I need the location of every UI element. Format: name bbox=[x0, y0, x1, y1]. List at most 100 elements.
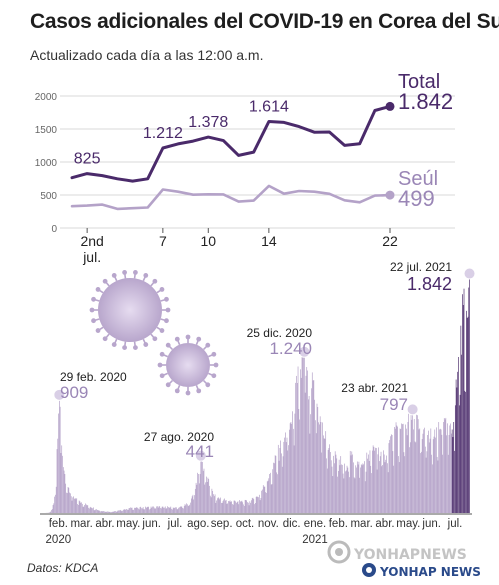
history-bar bbox=[432, 439, 434, 513]
history-bar bbox=[219, 499, 221, 513]
history-bar bbox=[114, 511, 116, 513]
history-bar bbox=[313, 380, 315, 513]
history-bar bbox=[101, 511, 103, 513]
history-bar bbox=[458, 357, 459, 513]
history-axis: feb. mar. abr. may. jun. jul. ago. sep. oct. nov.… bbox=[40, 513, 472, 546]
history-bar bbox=[80, 502, 82, 513]
history-bar bbox=[211, 488, 213, 513]
history-bar bbox=[269, 474, 270, 513]
top-xtick-label: 22 bbox=[382, 233, 398, 249]
history-bar bbox=[444, 419, 446, 513]
history-bar bbox=[431, 454, 432, 513]
history-bar bbox=[401, 423, 402, 513]
history-bar bbox=[234, 500, 236, 513]
history-bar bbox=[351, 451, 353, 513]
history-bar bbox=[246, 500, 247, 513]
history-bar bbox=[151, 507, 153, 513]
history-bar bbox=[408, 410, 410, 513]
history-bar bbox=[362, 463, 364, 513]
history-bar bbox=[390, 434, 392, 513]
history-bar bbox=[433, 436, 435, 513]
history-bar bbox=[247, 502, 249, 513]
history-bar bbox=[210, 497, 212, 513]
history-bar bbox=[398, 462, 400, 513]
history-bar bbox=[178, 507, 180, 513]
history-bar bbox=[184, 504, 186, 513]
virus-spike-tip bbox=[91, 296, 96, 302]
virus-spike-tip bbox=[213, 362, 219, 368]
history-bar bbox=[419, 428, 421, 513]
history-bar bbox=[194, 488, 196, 513]
history-bar bbox=[440, 429, 442, 513]
history-bar bbox=[268, 478, 270, 513]
history-bar bbox=[373, 446, 375, 513]
history-bar bbox=[74, 497, 76, 513]
history-bar bbox=[334, 463, 335, 513]
history-bar bbox=[371, 473, 372, 513]
history-bar bbox=[148, 506, 149, 513]
history-bar bbox=[317, 407, 319, 513]
history-bar bbox=[383, 454, 385, 513]
history-bar bbox=[130, 507, 131, 513]
virus-spike-tip bbox=[185, 334, 191, 340]
history-bar bbox=[273, 462, 274, 513]
history-bar bbox=[409, 447, 410, 513]
history-month-label: may. bbox=[396, 518, 420, 530]
history-bar bbox=[136, 507, 138, 513]
history-bar bbox=[232, 504, 233, 513]
top-chart-grid bbox=[60, 95, 455, 229]
history-bar bbox=[261, 490, 263, 513]
history-bar bbox=[388, 443, 390, 513]
history-bar bbox=[224, 498, 225, 513]
history-bar bbox=[134, 507, 136, 513]
history-bar bbox=[176, 509, 178, 513]
virus-icon bbox=[89, 269, 171, 351]
history-bar bbox=[202, 461, 203, 513]
history-bar bbox=[129, 507, 131, 513]
history-bar bbox=[72, 497, 74, 513]
history-bar bbox=[180, 506, 182, 513]
history-bar bbox=[451, 429, 453, 513]
history-bar bbox=[247, 502, 248, 513]
history-bar bbox=[404, 456, 406, 513]
history-bar bbox=[468, 287, 470, 513]
history-bar bbox=[55, 486, 57, 513]
annotation-date: 25 dic. 2020 bbox=[247, 326, 313, 340]
history-bar bbox=[157, 507, 159, 513]
history-bar bbox=[405, 424, 406, 513]
history-bar bbox=[111, 511, 112, 513]
annotation-value: 909 bbox=[60, 383, 88, 402]
history-bar bbox=[366, 452, 368, 513]
history-bar bbox=[256, 496, 258, 513]
top-xtick-sublabel: jul. bbox=[82, 249, 101, 265]
history-bar bbox=[326, 468, 328, 513]
history-bar bbox=[336, 458, 338, 513]
history-bar bbox=[412, 409, 413, 513]
history-bar bbox=[284, 437, 285, 513]
history-bar bbox=[375, 448, 377, 513]
history-bar bbox=[428, 442, 430, 513]
history-bar bbox=[415, 442, 417, 513]
history-bar bbox=[339, 465, 341, 513]
history-bar bbox=[355, 465, 357, 513]
history-bar bbox=[179, 506, 181, 513]
history-bar bbox=[78, 500, 80, 513]
history-bar bbox=[49, 512, 51, 513]
history-bar bbox=[306, 367, 308, 513]
history-bar bbox=[331, 466, 333, 513]
history-bar bbox=[162, 506, 164, 513]
history-bar bbox=[335, 454, 337, 513]
history-bar bbox=[214, 494, 216, 513]
history-bar bbox=[301, 356, 303, 513]
history-bar bbox=[364, 461, 365, 513]
history-bar bbox=[453, 422, 455, 513]
history-bar bbox=[62, 467, 64, 513]
history-bar bbox=[160, 508, 162, 513]
virus-spike-tip bbox=[205, 342, 211, 348]
history-bar bbox=[441, 434, 443, 513]
virus-spike-tip bbox=[91, 318, 96, 324]
virus-spike-tip bbox=[133, 345, 138, 351]
history-bar bbox=[60, 452, 62, 513]
annotation-value: 1.842 bbox=[407, 274, 452, 294]
history-bar bbox=[142, 508, 143, 513]
